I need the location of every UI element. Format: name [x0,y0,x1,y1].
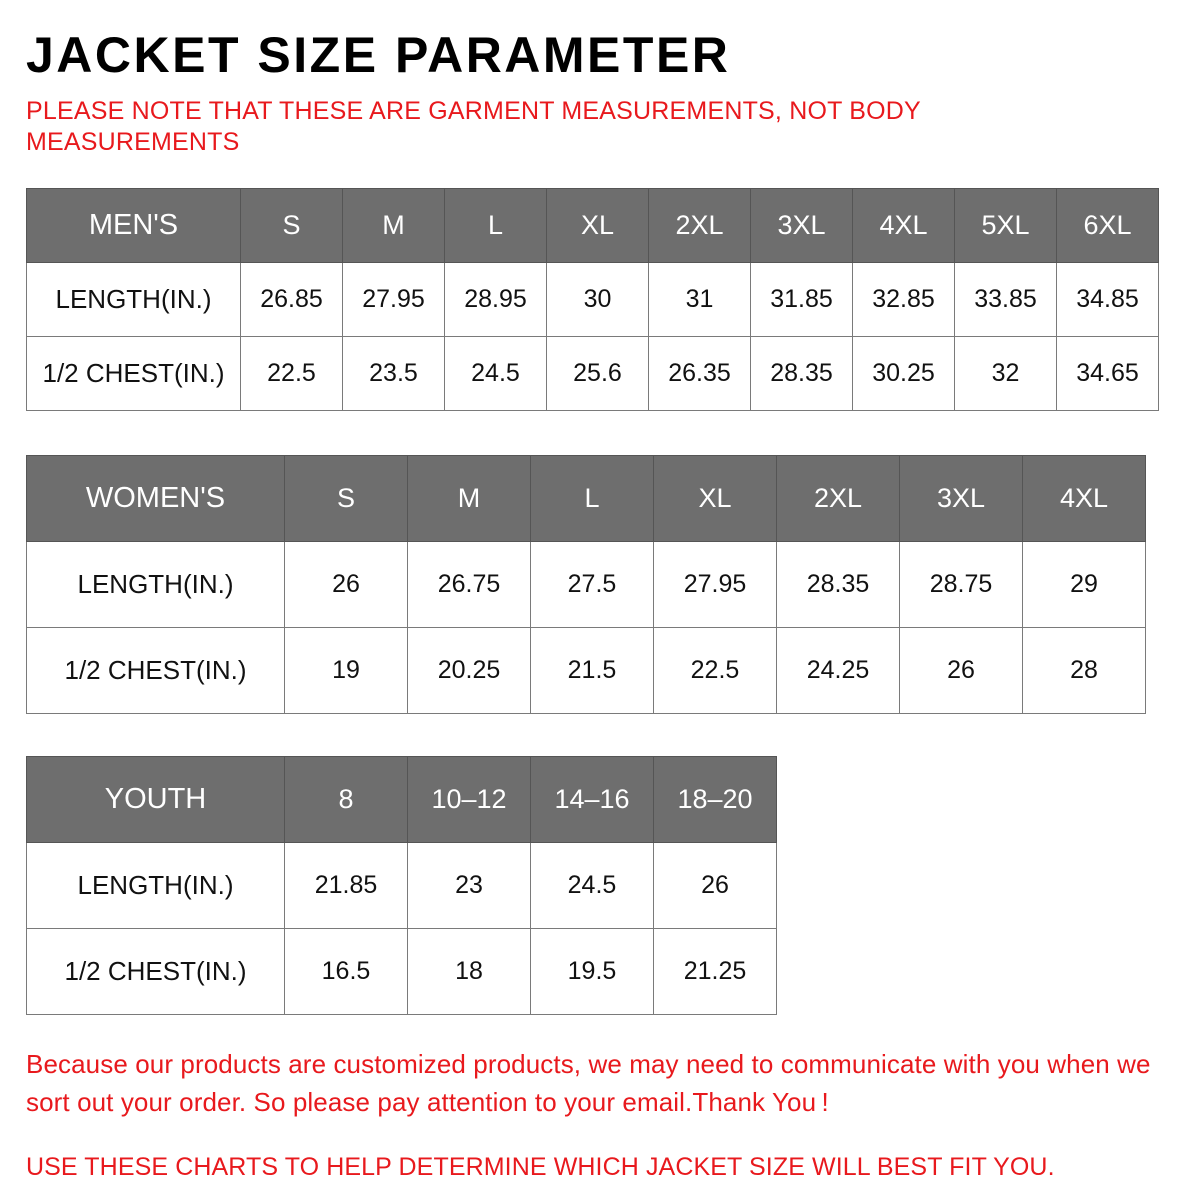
mens-size-table: MEN'S S M L XL 2XL 3XL 4XL 5XL 6XL LENGT… [26,188,1159,411]
youth-chest-label: 1/2 CHEST(IN.) [26,928,285,1015]
mens-length-m: 27.95 [342,262,445,337]
womens-length-3xl: 28.75 [899,541,1023,628]
mens-chest-m: 23.5 [342,336,445,411]
womens-size-m: M [407,455,531,542]
mens-chest-label: 1/2 CHEST(IN.) [26,336,241,411]
womens-size-2xl: 2XL [776,455,900,542]
mens-chest-l: 24.5 [444,336,547,411]
table-row: LENGTH(IN.) 26 26.75 27.5 27.95 28.35 28… [26,541,1146,628]
mens-chest-xl: 25.6 [546,336,649,411]
mens-length-s: 26.85 [240,262,343,337]
mens-size-2xl: 2XL [648,188,751,263]
womens-chest-xl: 22.5 [653,627,777,714]
womens-table-body: LENGTH(IN.) 26 26.75 27.5 27.95 28.35 28… [26,541,1146,714]
youth-size-14-16: 14–16 [530,756,654,843]
womens-size-xl: XL [653,455,777,542]
youth-size-18-20: 18–20 [653,756,777,843]
womens-size-s: S [284,455,408,542]
mens-chest-5xl: 32 [954,336,1057,411]
mens-category-label: MEN'S [26,188,241,263]
youth-length-10-12: 23 [407,842,531,929]
womens-chest-s: 19 [284,627,408,714]
mens-size-l: L [444,188,547,263]
womens-length-label: LENGTH(IN.) [26,541,285,628]
mens-length-6xl: 34.85 [1056,262,1159,337]
customization-note: Because our products are customized prod… [26,1049,1151,1117]
womens-length-xl: 27.95 [653,541,777,628]
table-row: LENGTH(IN.) 26.85 27.95 28.95 30 31 31.8… [26,262,1159,337]
youth-chest-8: 16.5 [284,928,408,1015]
womens-size-l: L [530,455,654,542]
womens-chest-label: 1/2 CHEST(IN.) [26,627,285,714]
mens-length-4xl: 32.85 [852,262,955,337]
mens-size-5xl: 5XL [954,188,1057,263]
womens-chest-m: 20.25 [407,627,531,714]
mens-size-xl: XL [546,188,649,263]
mens-length-xl: 30 [546,262,649,337]
youth-chest-14-16: 19.5 [530,928,654,1015]
womens-length-4xl: 29 [1022,541,1146,628]
mens-size-m: M [342,188,445,263]
mens-length-5xl: 33.85 [954,262,1057,337]
mens-chest-2xl: 26.35 [648,336,751,411]
mens-table-header: MEN'S S M L XL 2XL 3XL 4XL 5XL 6XL [26,188,1159,263]
womens-size-3xl: 3XL [899,455,1023,542]
womens-size-4xl: 4XL [1022,455,1146,542]
table-header-row: YOUTH 8 10–12 14–16 18–20 [26,756,777,843]
womens-length-l: 27.5 [530,541,654,628]
mens-chest-6xl: 34.65 [1056,336,1159,411]
youth-length-8: 21.85 [284,842,408,929]
mens-size-3xl: 3XL [750,188,853,263]
mens-chest-s: 22.5 [240,336,343,411]
garment-measurement-note: PLEASE NOTE THAT THESE ARE GARMENT MEASU… [26,97,921,156]
youth-size-table: YOUTH 8 10–12 14–16 18–20 LENGTH(IN.) 21… [26,756,777,1015]
womens-length-s: 26 [284,541,408,628]
womens-length-m: 26.75 [407,541,531,628]
youth-category-label: YOUTH [26,756,285,843]
youth-size-10-12: 10–12 [407,756,531,843]
womens-category-label: WOMEN'S [26,455,285,542]
womens-chest-2xl: 24.25 [776,627,900,714]
youth-table-header: YOUTH 8 10–12 14–16 18–20 [26,756,777,843]
youth-chest-18-20: 21.25 [653,928,777,1015]
mens-size-6xl: 6XL [1056,188,1159,263]
youth-size-8: 8 [284,756,408,843]
womens-chest-4xl: 28 [1022,627,1146,714]
mens-size-4xl: 4XL [852,188,955,263]
mens-chest-3xl: 28.35 [750,336,853,411]
womens-chest-l: 21.5 [530,627,654,714]
mens-length-3xl: 31.85 [750,262,853,337]
table-row: LENGTH(IN.) 21.85 23 24.5 26 [26,842,777,929]
footer-notes: Because our products are customized prod… [26,1015,1174,1186]
table-row: 1/2 CHEST(IN.) 16.5 18 19.5 21.25 [26,928,777,1015]
youth-length-18-20: 26 [653,842,777,929]
mens-size-s: S [240,188,343,263]
youth-table-body: LENGTH(IN.) 21.85 23 24.5 26 1/2 CHEST(I… [26,842,777,1015]
womens-chest-3xl: 26 [899,627,1023,714]
table-header-row: WOMEN'S S M L XL 2XL 3XL 4XL [26,455,1146,542]
youth-length-14-16: 24.5 [530,842,654,929]
mens-length-label: LENGTH(IN.) [26,262,241,337]
table-row: 1/2 CHEST(IN.) 19 20.25 21.5 22.5 24.25 … [26,627,1146,714]
womens-size-table: WOMEN'S S M L XL 2XL 3XL 4XL LENGTH(IN.)… [26,455,1146,714]
youth-chest-10-12: 18 [407,928,531,1015]
page-title: JACKET SIZE PARAMETER [26,27,731,83]
womens-table-header: WOMEN'S S M L XL 2XL 3XL 4XL [26,455,1146,542]
youth-length-label: LENGTH(IN.) [26,842,285,929]
table-row: 1/2 CHEST(IN.) 22.5 23.5 24.5 25.6 26.35… [26,336,1159,411]
mens-table-body: LENGTH(IN.) 26.85 27.95 28.95 30 31 31.8… [26,262,1159,411]
mens-length-2xl: 31 [648,262,751,337]
mens-chest-4xl: 30.25 [852,336,955,411]
mens-length-l: 28.95 [444,262,547,337]
table-header-row: MEN'S S M L XL 2XL 3XL 4XL 5XL 6XL [26,188,1159,263]
womens-length-2xl: 28.35 [776,541,900,628]
chart-usage-note: USE THESE CHARTS TO HELP DETERMINE WHICH… [26,1153,1055,1181]
